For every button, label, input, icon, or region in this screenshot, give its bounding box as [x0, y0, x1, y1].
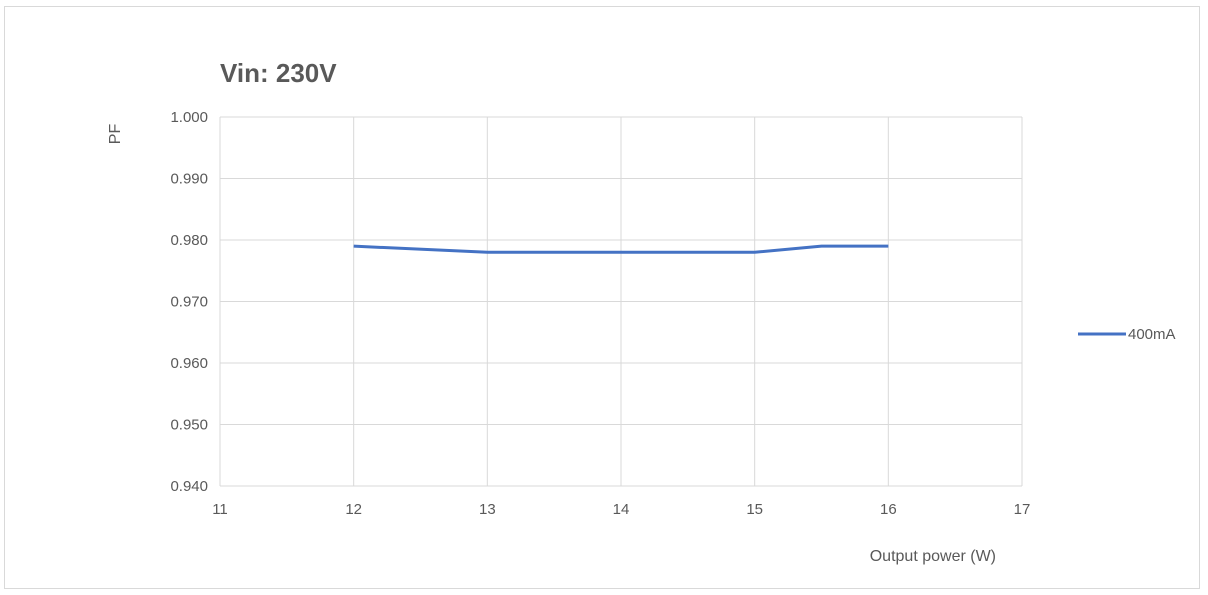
y-tick-label: 0.960 — [170, 355, 208, 372]
y-axis-title: PF — [107, 124, 124, 145]
x-tick-label: 16 — [880, 501, 897, 518]
grid-layer — [219, 116, 1023, 487]
y-tick-label: 0.990 — [170, 171, 208, 188]
x-tick-label: 11 — [212, 501, 228, 518]
x-tick-label: 13 — [479, 501, 496, 518]
x-tick-label: 17 — [1014, 501, 1031, 518]
tick-layer: 0.940 0.950 0.960 0.970 0.980 0.990 1.000 11 12 1… — [170, 109, 1030, 518]
y-tick-label: 0.970 — [170, 294, 208, 311]
x-tick-label: 12 — [345, 501, 362, 518]
x-axis-title: Output power (W) — [870, 548, 996, 565]
y-tick-label: 0.950 — [170, 417, 208, 434]
y-tick-label: 0.980 — [170, 232, 208, 249]
legend: 400mA — [1078, 326, 1176, 343]
x-tick-label: 15 — [746, 501, 763, 518]
legend-label-400mA: 400mA — [1128, 326, 1176, 343]
series-layer — [353, 244, 889, 254]
chart-title: Vin: 230V — [220, 58, 337, 88]
chart-frame — [4, 6, 1200, 589]
y-tick-label: 1.000 — [170, 109, 208, 126]
y-tick-label: 0.940 — [170, 478, 208, 495]
series-line-400mA — [353, 244, 889, 254]
x-tick-label: 14 — [613, 501, 630, 518]
